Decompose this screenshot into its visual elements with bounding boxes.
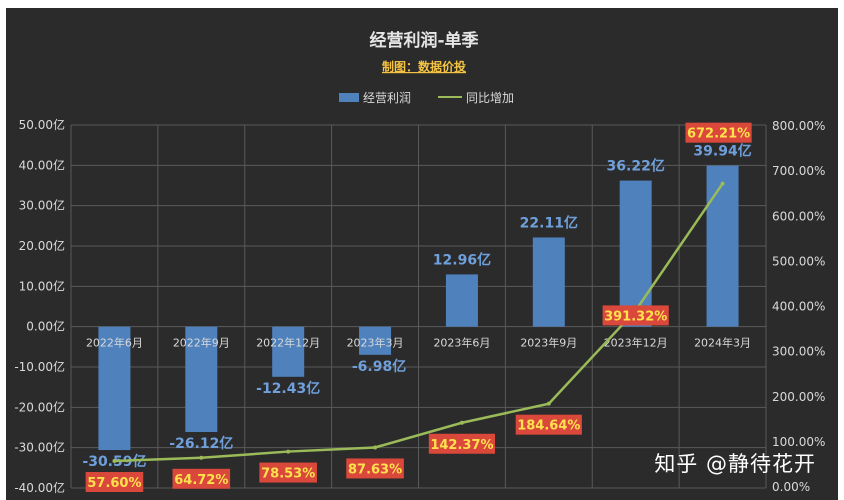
bar xyxy=(619,180,652,327)
line-data-label: 64.72% xyxy=(174,473,228,488)
legend-bar-swatch xyxy=(339,93,359,102)
bar-data-label: 36.22亿 xyxy=(607,158,665,175)
line-label-box xyxy=(259,462,317,483)
line-label-box xyxy=(172,468,231,489)
x-tick-label: 2022年9月 xyxy=(173,336,230,350)
y-right-tick-label: 200.00% xyxy=(772,390,825,404)
bar xyxy=(445,274,478,327)
x-tick-label: 2022年6月 xyxy=(86,336,143,350)
bar-data-label: 12.96亿 xyxy=(433,251,491,268)
line-data-label: 87.63% xyxy=(348,462,402,477)
y-right-tick-label: 500.00% xyxy=(772,254,825,268)
y-left-tick-label: -30.00亿 xyxy=(14,440,65,455)
bar xyxy=(359,326,392,355)
chart-title: 经营利润-单季 xyxy=(369,30,478,51)
line-data-label: 184.64% xyxy=(517,419,580,434)
line-series xyxy=(114,182,724,463)
line-data-label: 78.53% xyxy=(261,467,315,482)
line-label-box xyxy=(685,122,752,143)
bar-data-label: -6.98亿 xyxy=(352,358,406,375)
x-tick-label: 2023年6月 xyxy=(433,336,490,350)
y-right-tick-label: 800.00% xyxy=(772,119,825,133)
watermark: 知乎 @静待花开 xyxy=(654,452,816,476)
bar xyxy=(185,326,218,433)
line-label-box xyxy=(428,433,496,454)
line-data-label: 672.21% xyxy=(687,127,750,142)
y-left-tick-label: 30.00亿 xyxy=(19,198,65,213)
y-right-tick-label: 700.00% xyxy=(772,164,825,178)
line-label-box xyxy=(515,414,582,435)
x-tick-label: 2023年9月 xyxy=(520,336,577,350)
line-label-box xyxy=(602,305,669,326)
line-data-label: 57.60% xyxy=(87,476,141,491)
line-data-label: 142.37% xyxy=(430,438,493,453)
y-left-tick-label: 40.00亿 xyxy=(19,157,65,172)
line-point xyxy=(720,181,725,186)
bar xyxy=(532,237,565,327)
y-left-tick-label: 10.00亿 xyxy=(19,278,65,293)
chart-frame: 经营利润-单季制图：数据价投经营利润 同比增加 50.00亿 40.00亿 30.00亿… xyxy=(6,8,838,500)
y-left-tick-label: 0.00亿 xyxy=(26,319,65,334)
legend-bar-label: 经营利润 xyxy=(363,91,411,105)
line-label-box xyxy=(85,472,144,493)
bar-data-label: 39.94亿 xyxy=(693,143,751,160)
bar-data-label: -12.43亿 xyxy=(256,380,320,397)
y-right-tick-label: 400.00% xyxy=(772,300,825,314)
y-right-tick-label: 100.00% xyxy=(772,435,825,449)
line-point xyxy=(199,455,204,460)
y-left-tick-label: -40.00亿 xyxy=(14,480,65,495)
x-tick-label: 2022年12月 xyxy=(256,336,320,350)
line-point xyxy=(112,459,117,464)
y-left-tick-label: -20.00亿 xyxy=(14,399,65,414)
y-left-tick-label: 20.00亿 xyxy=(19,238,65,253)
y-right-tick-label: 300.00% xyxy=(772,345,825,359)
y-left-tick-label: 50.00亿 xyxy=(19,117,65,132)
bar xyxy=(706,165,739,327)
line-point xyxy=(459,420,464,425)
x-tick-label: 2024年3月 xyxy=(694,336,751,350)
chart-subtitle: 制图：数据价投 xyxy=(382,59,466,74)
line-point xyxy=(373,445,378,450)
y-right-tick-label: 600.00% xyxy=(772,209,825,223)
y-right-tick-label: 0.00% xyxy=(772,480,810,494)
line-point xyxy=(546,401,551,406)
x-tick-label: 2023年12月 xyxy=(604,336,668,350)
line-data-label: 391.32% xyxy=(604,309,667,324)
line-point xyxy=(286,449,291,454)
bar-data-label: -26.12亿 xyxy=(169,435,233,452)
y-left-tick-label: -10.00亿 xyxy=(14,359,65,374)
bar xyxy=(98,326,131,451)
bar xyxy=(272,326,305,377)
bar-data-label: 22.11亿 xyxy=(520,214,578,231)
legend-line-label: 同比增加 xyxy=(466,91,514,105)
line-label-box xyxy=(346,458,404,479)
x-tick-label: 2023年3月 xyxy=(347,336,404,350)
